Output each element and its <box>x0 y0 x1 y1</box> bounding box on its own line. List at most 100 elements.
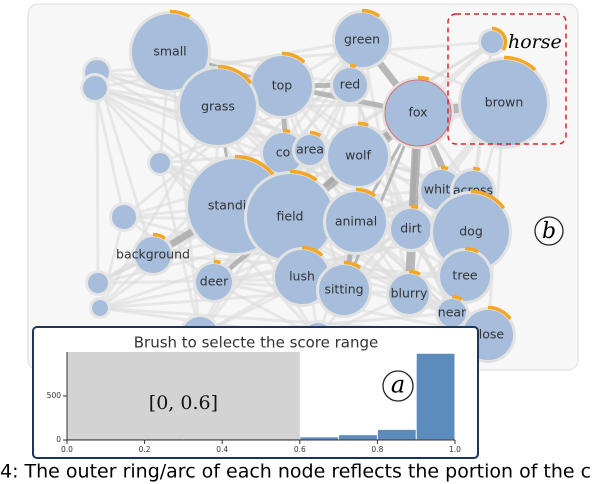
node <box>326 192 386 252</box>
annotation: a <box>391 371 405 399</box>
ring-arc <box>289 169 318 182</box>
x-tick-label: 0.8 <box>371 445 383 454</box>
node-label: small <box>153 44 186 59</box>
x-tick-label: 0.4 <box>216 445 228 454</box>
node-label: dog <box>459 224 483 239</box>
caption: 4: The outer ring/arc of each node refle… <box>0 461 591 483</box>
node <box>440 251 490 301</box>
node <box>319 265 369 315</box>
node <box>196 264 232 300</box>
brush <box>67 352 300 440</box>
ring-arc <box>410 204 419 210</box>
edge <box>94 38 363 90</box>
node <box>135 237 171 273</box>
node <box>132 14 208 90</box>
node-label: near <box>438 305 467 320</box>
node-label: lush <box>289 269 315 284</box>
ring-arc <box>301 245 324 257</box>
ring-arc <box>152 232 167 240</box>
ring-arc <box>464 246 480 254</box>
node <box>433 194 509 270</box>
ring-arc <box>503 55 537 72</box>
node-label: animal <box>335 214 377 229</box>
node-label: grass <box>201 99 235 114</box>
histogram-title: Brush to selecte the score range <box>134 334 379 352</box>
bar <box>377 429 416 440</box>
ring-arc <box>440 165 449 171</box>
node-label: red <box>340 77 361 92</box>
ring-arc <box>355 187 377 198</box>
node-label: green <box>344 32 380 47</box>
node <box>384 79 452 147</box>
node-label: wolf <box>345 148 371 163</box>
node-label: sitting <box>324 282 363 297</box>
edge <box>93 87 126 218</box>
ring-arc <box>451 294 463 302</box>
node-label: background <box>116 247 190 262</box>
node <box>328 126 388 186</box>
ring-arc <box>470 189 506 210</box>
annotation-circle <box>382 370 414 402</box>
y-tick-label: 0 <box>56 435 61 444</box>
ring-arc <box>213 259 221 265</box>
ring-arc <box>282 128 291 134</box>
node <box>88 273 108 293</box>
node-label: field <box>277 209 304 224</box>
brush-label: [0, 0.6] <box>149 392 218 414</box>
ring-arc <box>217 64 253 85</box>
ring-arc <box>491 26 508 51</box>
ring-arc <box>417 75 430 81</box>
bar <box>339 435 377 440</box>
edge <box>95 71 100 284</box>
node-label: horse <box>508 31 562 53</box>
node <box>275 250 329 304</box>
node <box>252 56 312 116</box>
node-label: dirt <box>400 221 422 236</box>
node-label: fox <box>408 105 427 120</box>
ring-arc <box>361 8 381 18</box>
ring-arc <box>408 269 421 276</box>
x-tick-label: 1.0 <box>449 445 461 454</box>
node-label: area <box>296 142 324 157</box>
node <box>263 133 303 173</box>
node <box>295 135 325 165</box>
node <box>92 300 108 316</box>
bar <box>416 353 455 440</box>
ring-arc <box>309 130 322 138</box>
node-label: close <box>472 327 505 342</box>
annotation-circle <box>534 216 564 246</box>
node-label: blurry <box>391 286 428 301</box>
node <box>247 174 333 260</box>
annotation: b <box>542 219 556 244</box>
ring-arc <box>472 166 481 172</box>
node <box>391 209 431 249</box>
y-tick-label: 500 <box>47 391 62 400</box>
node-label: tree <box>452 268 477 283</box>
ring-arc <box>281 51 306 64</box>
node <box>180 69 256 145</box>
ring-arc <box>169 9 191 19</box>
node <box>335 13 389 67</box>
node-label: white <box>424 182 459 197</box>
histogram: Brush to selecte the score range [0, 0.6… <box>32 326 479 459</box>
ring-arc <box>487 305 512 320</box>
edge <box>158 162 202 336</box>
ring-arc <box>349 63 357 69</box>
node <box>112 205 136 229</box>
node <box>150 153 170 173</box>
node-label: deer <box>200 274 229 289</box>
ring-arc <box>343 260 362 270</box>
x-tick-label: 0.2 <box>139 445 151 454</box>
node <box>333 68 367 102</box>
node <box>481 31 503 53</box>
node <box>461 60 547 146</box>
node-label: co <box>276 145 291 160</box>
x-tick-label: 0.6 <box>294 445 306 454</box>
node <box>438 299 466 327</box>
ring-arc <box>234 154 277 178</box>
x-tick-label: 0.0 <box>61 445 73 454</box>
node <box>83 76 107 100</box>
ring-arc <box>357 121 369 127</box>
